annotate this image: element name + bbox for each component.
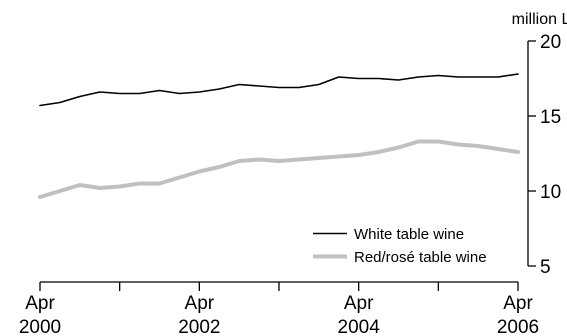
y-tick-label-0: 5 [540, 257, 551, 278]
legend-label-white-table-wine: White table wine [354, 226, 464, 243]
series-line-1 [38, 139, 520, 199]
y-tick-label-1: 10 [540, 182, 561, 203]
series-layer [38, 73, 520, 199]
legend-label-red-rose-table-wine: Red/rosé table wine [354, 249, 487, 266]
x-tick-label-month-3: Apr [503, 293, 533, 314]
x-tick-label-year-2: 2004 [338, 317, 381, 336]
y-axis-unit-label: million L [512, 11, 567, 28]
x-tick-label-month-2: Apr [344, 293, 374, 314]
x-tick-label-year-0: 2000 [19, 317, 61, 336]
y-tick-label-3: 20 [540, 32, 561, 53]
series-line-0 [39, 73, 519, 107]
x-tick-label-year-1: 2002 [178, 317, 220, 336]
y-axis: 5 10 15 20 [527, 32, 561, 278]
x-tick-label-year-3: 2006 [497, 317, 539, 336]
x-axis: Apr 2000 Apr 2002 Apr 2004 Apr 2006 [19, 281, 539, 336]
x-tick-label-month-1: Apr [185, 293, 215, 314]
y-tick-label-2: 15 [540, 107, 561, 128]
x-tick-label-month-0: Apr [25, 293, 55, 314]
legend: White table wine Red/rosé table wine [313, 226, 487, 266]
